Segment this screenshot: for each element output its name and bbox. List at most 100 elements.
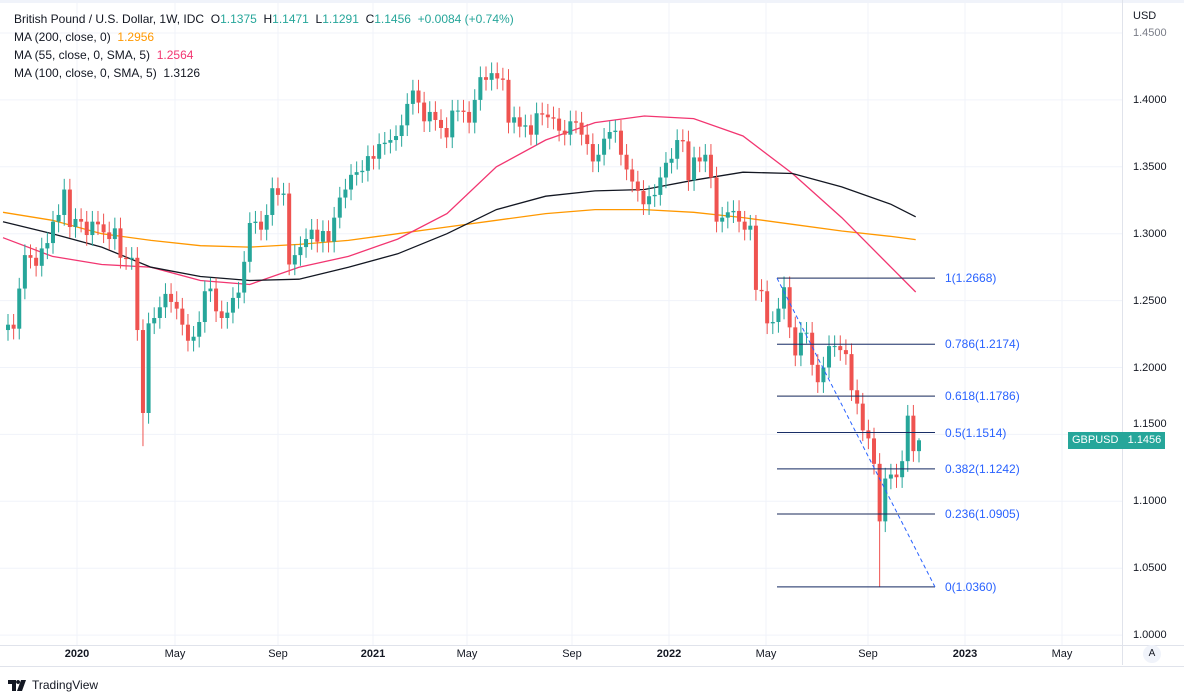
candle-body — [557, 118, 562, 131]
candle-body — [371, 156, 376, 159]
candle-body — [478, 77, 483, 100]
candle-body — [523, 125, 528, 127]
candle-body — [770, 322, 775, 324]
candle-body — [821, 367, 826, 383]
fib-level-label: 0.382(1.1242) — [945, 461, 1020, 476]
change-value: +0.0084 (+0.74%) — [417, 12, 514, 26]
candle-body — [270, 188, 275, 215]
candle-body — [663, 162, 668, 178]
candle-body — [382, 142, 387, 145]
candle-body — [483, 77, 488, 80]
candle-body — [28, 255, 33, 258]
ma200-line — [2, 208, 916, 248]
candle-body — [585, 134, 590, 145]
price-axis-unit: USD — [1133, 10, 1157, 22]
candle-body — [866, 430, 871, 439]
candle-body — [692, 157, 697, 181]
candle-body — [360, 170, 365, 173]
candle-body — [62, 189, 67, 215]
price-tick-label: 1.2000 — [1133, 361, 1167, 374]
candle-body — [208, 288, 213, 292]
candle-body — [517, 117, 522, 127]
candle-body — [911, 415, 916, 452]
candle-body — [815, 364, 820, 383]
candle-body — [129, 257, 134, 260]
footer-divider — [0, 666, 1184, 667]
candle-body — [39, 248, 44, 266]
candle-body — [292, 255, 297, 265]
price-chart[interactable] — [0, 0, 1122, 645]
candle-body — [275, 188, 280, 195]
candle-body — [872, 438, 877, 464]
symbol-title: British Pound / U.S. Dollar, 1W, IDC — [14, 12, 205, 26]
candle-body — [776, 308, 781, 323]
price-tick-label: 1.4500 — [1133, 27, 1167, 39]
candle-body — [624, 154, 629, 170]
candle-body — [309, 229, 314, 240]
candle-body — [534, 113, 539, 135]
candle-body — [101, 224, 106, 233]
candle-body — [214, 288, 219, 312]
candle-body — [810, 332, 815, 365]
candle-body — [573, 121, 578, 123]
candle-body — [725, 212, 730, 218]
symbol-legend[interactable]: British Pound / U.S. Dollar, 1W, IDC O1.… — [14, 12, 514, 26]
candle-body — [152, 317, 157, 324]
candle-body — [163, 293, 168, 308]
candle-body — [759, 289, 764, 292]
candle-body — [787, 287, 792, 328]
candle-body — [349, 174, 354, 190]
time-tick-label: May — [164, 648, 186, 660]
candle-body — [540, 113, 545, 115]
candle-body — [124, 257, 129, 260]
candle-body — [450, 110, 455, 138]
chart-legend: British Pound / U.S. Dollar, 1W, IDC O1.… — [14, 10, 514, 82]
time-tick-label: Sep — [268, 648, 288, 660]
candle-body — [675, 140, 680, 159]
candle-body — [568, 121, 573, 135]
candle-body — [236, 292, 241, 298]
fib-level-label: 0.5(1.1514) — [945, 425, 1007, 440]
candle-body — [197, 322, 202, 337]
candle-body — [56, 214, 61, 222]
candle-body — [860, 403, 865, 431]
candle-body — [180, 308, 185, 325]
candle-body — [528, 125, 533, 135]
candle-body — [6, 324, 10, 331]
top-border — [0, 0, 1184, 3]
auto-scale-button[interactable]: A — [1143, 645, 1161, 663]
candle-body — [832, 346, 837, 348]
fib-trend-line — [776, 277, 936, 588]
ma55-value: 1.2564 — [156, 48, 194, 62]
candle-body — [686, 141, 691, 181]
candle-body — [410, 90, 415, 104]
time-tick-label: 2023 — [952, 648, 978, 660]
candle-body — [157, 307, 162, 318]
price-tick-label: 1.3500 — [1133, 160, 1167, 173]
candle-body — [320, 231, 325, 242]
candle-body — [506, 79, 511, 123]
candle-body — [247, 222, 252, 262]
candle-body — [219, 311, 224, 318]
ma100-legend[interactable]: MA (100, close, 0, SMA, 5) 1.3126 — [14, 66, 201, 80]
ma200-legend[interactable]: MA (200, close, 0) 1.2956 — [14, 30, 155, 44]
candle-body — [877, 463, 882, 522]
close-value: 1.1456 — [374, 12, 411, 26]
candle-body — [230, 297, 235, 313]
candle-body — [888, 474, 893, 479]
candle-body — [354, 172, 359, 175]
candle-body — [714, 177, 719, 222]
candle-body — [225, 312, 230, 318]
candle-body — [753, 225, 758, 290]
candle-body — [669, 158, 674, 163]
fib-level-label: 0.236(1.0905) — [945, 507, 1020, 521]
candle-body — [680, 140, 685, 142]
candle-body — [79, 218, 84, 222]
time-tick-label: May — [456, 648, 478, 660]
candle-body — [112, 228, 117, 240]
candle-body — [843, 350, 848, 355]
candle-body — [84, 221, 89, 236]
candle-body — [472, 99, 477, 123]
tradingview-logo[interactable]: TradingView — [8, 678, 98, 692]
ma55-legend[interactable]: MA (55, close, 0, SMA, 5) 1.2564 — [14, 48, 194, 62]
